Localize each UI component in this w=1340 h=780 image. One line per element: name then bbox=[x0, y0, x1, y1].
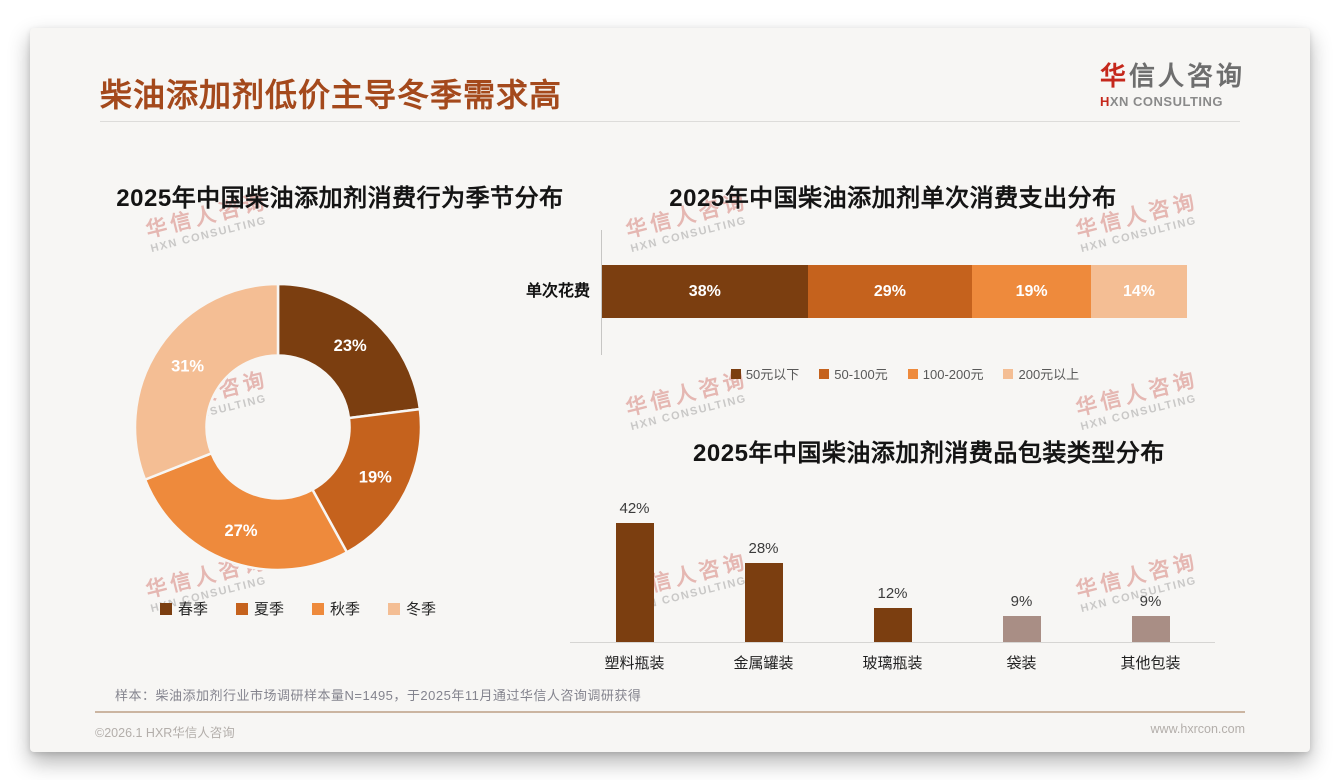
bar-column-袋装: 9% bbox=[957, 593, 1086, 642]
logo-tagline-rest: XN CONSULTING bbox=[1109, 94, 1224, 109]
donut-value-label: 23% bbox=[334, 337, 367, 355]
bar-category-label: 其他包装 bbox=[1120, 655, 1181, 672]
bar-column-其他包装: 9% bbox=[1086, 593, 1215, 642]
legend-item-夏季: 夏季 bbox=[235, 598, 284, 619]
donut-value-label: 31% bbox=[171, 358, 204, 376]
bar-column-玻璃瓶装: 12% bbox=[828, 585, 957, 642]
legend-item-200元以上: 200元以上 bbox=[1003, 364, 1079, 383]
legend-item-冬季: 冬季 bbox=[388, 598, 436, 619]
bar-value-label: 28% bbox=[748, 540, 779, 557]
bar-rect bbox=[1002, 616, 1041, 642]
page-title: 柴油添加剂低价主导冬季需求高 bbox=[100, 77, 563, 113]
bar-rect bbox=[744, 563, 783, 642]
legend-swatch bbox=[730, 368, 741, 379]
bar-rect bbox=[1131, 616, 1170, 642]
legend-label: 200元以上 bbox=[1018, 367, 1080, 382]
legend-swatch bbox=[907, 368, 918, 379]
legend-label: 50-100元 bbox=[834, 367, 888, 382]
bar-value-label: 12% bbox=[877, 585, 908, 602]
bar-value-label: 9% bbox=[1010, 593, 1033, 610]
legend-label: 冬季 bbox=[406, 601, 437, 618]
donut-chart-title: 2025年中国柴油添加剂消费行为季节分布 bbox=[116, 185, 564, 212]
brand-logo: 华信人咨询 HXN CONSULTING bbox=[1100, 56, 1245, 109]
legend-label: 50元以下 bbox=[745, 367, 800, 382]
legend-swatch bbox=[819, 368, 830, 379]
legend-item-50-100元: 50-100元 bbox=[819, 364, 888, 383]
bar-category-label: 金属罐装 bbox=[733, 655, 794, 672]
season-donut-chart: 23% 19% 27% 31% bbox=[133, 282, 423, 572]
bar-category-label: 玻璃瓶装 bbox=[862, 655, 923, 672]
bar-column-金属罐装: 28% bbox=[699, 540, 828, 642]
stacked-chart-title: 2025年中国柴油添加剂单次消费支出分布 bbox=[669, 185, 1117, 212]
legend-swatch bbox=[159, 602, 172, 615]
bar-rect bbox=[873, 608, 912, 642]
legend-label: 夏季 bbox=[253, 601, 284, 618]
stacked-segment-100-200元: 19% bbox=[972, 265, 1092, 318]
donut-slice-冬季 bbox=[133, 282, 280, 482]
legend-item-春季: 春季 bbox=[159, 598, 208, 619]
donut-value-label: 27% bbox=[224, 522, 257, 540]
header-divider bbox=[100, 121, 1240, 122]
slide-card: 华信人咨询 HXN CONSULTING 华信人咨询 HXN CONSULTING 华信… bbox=[30, 28, 1310, 752]
logo-tagline: HXN CONSULTING bbox=[1100, 94, 1245, 109]
donut-legend: 春季 夏季 秋季 冬季 bbox=[78, 598, 518, 619]
legend-swatch bbox=[235, 602, 248, 615]
bar-value-label: 42% bbox=[619, 500, 650, 517]
packaging-category-labels: 塑料瓶装 金属罐装 玻璃瓶装 袋装 其他包装 bbox=[570, 652, 1215, 673]
legend-label: 秋季 bbox=[330, 601, 361, 618]
bar-rect bbox=[615, 523, 654, 642]
legend-swatch bbox=[1003, 368, 1014, 379]
footer-divider bbox=[95, 711, 1245, 713]
logo-tagline-accent: H bbox=[1099, 94, 1110, 109]
stacked-axis-line bbox=[601, 230, 602, 355]
logo-wordmark: 华信人咨询 bbox=[1100, 56, 1245, 93]
legend-item-50元以下: 50元以下 bbox=[730, 364, 800, 383]
legend-item-100-200元: 100-200元 bbox=[907, 364, 984, 383]
legend-swatch bbox=[312, 602, 324, 615]
stacked-category-label: 单次花费 bbox=[525, 283, 590, 300]
stacked-segment-50-100元: 29% bbox=[807, 265, 973, 318]
logo-accent-char: 华 bbox=[1099, 61, 1129, 91]
content-layer: 柴油添加剂低价主导冬季需求高 华信人咨询 HXN CONSULTING 2025… bbox=[30, 28, 1310, 752]
packaging-bar-chart: 42% 28% 12% 9% 9% bbox=[570, 498, 1215, 643]
stacked-segment-200元以上: 14% bbox=[1091, 265, 1188, 318]
stacked-segment-50元以下: 38% bbox=[602, 265, 808, 318]
legend-label: 春季 bbox=[177, 601, 208, 618]
packaging-chart-title: 2025年中国柴油添加剂消费品包装类型分布 bbox=[693, 440, 1165, 467]
bar-category-label: 袋装 bbox=[1006, 655, 1037, 672]
spend-stacked-bar: 38% 29% 19% 14% bbox=[602, 265, 1188, 318]
legend-swatch bbox=[388, 602, 401, 615]
bar-category-label: 塑料瓶装 bbox=[604, 655, 665, 672]
legend-label: 100-200元 bbox=[922, 367, 984, 382]
bar-column-塑料瓶装: 42% bbox=[570, 500, 699, 642]
copyright-text: ©2026.1 HXR华信人咨询 bbox=[95, 726, 235, 740]
donut-slice-夏季 bbox=[310, 407, 423, 555]
website-text: www.hxrcon.com bbox=[1150, 722, 1245, 736]
logo-rest-chars: 信人咨询 bbox=[1128, 61, 1245, 91]
stacked-legend: 50元以下 50-100元 100-200元 200元以上 bbox=[625, 364, 1185, 383]
donut-value-label: 19% bbox=[359, 469, 392, 487]
bar-value-label: 9% bbox=[1139, 593, 1162, 610]
donut-slice-秋季 bbox=[143, 451, 349, 572]
donut-slice-春季 bbox=[276, 282, 422, 420]
sample-note: 样本：柴油添加剂行业市场调研样本量N=1495，于2025年11月通过华信人咨询… bbox=[115, 688, 642, 703]
legend-item-秋季: 秋季 bbox=[312, 598, 360, 619]
